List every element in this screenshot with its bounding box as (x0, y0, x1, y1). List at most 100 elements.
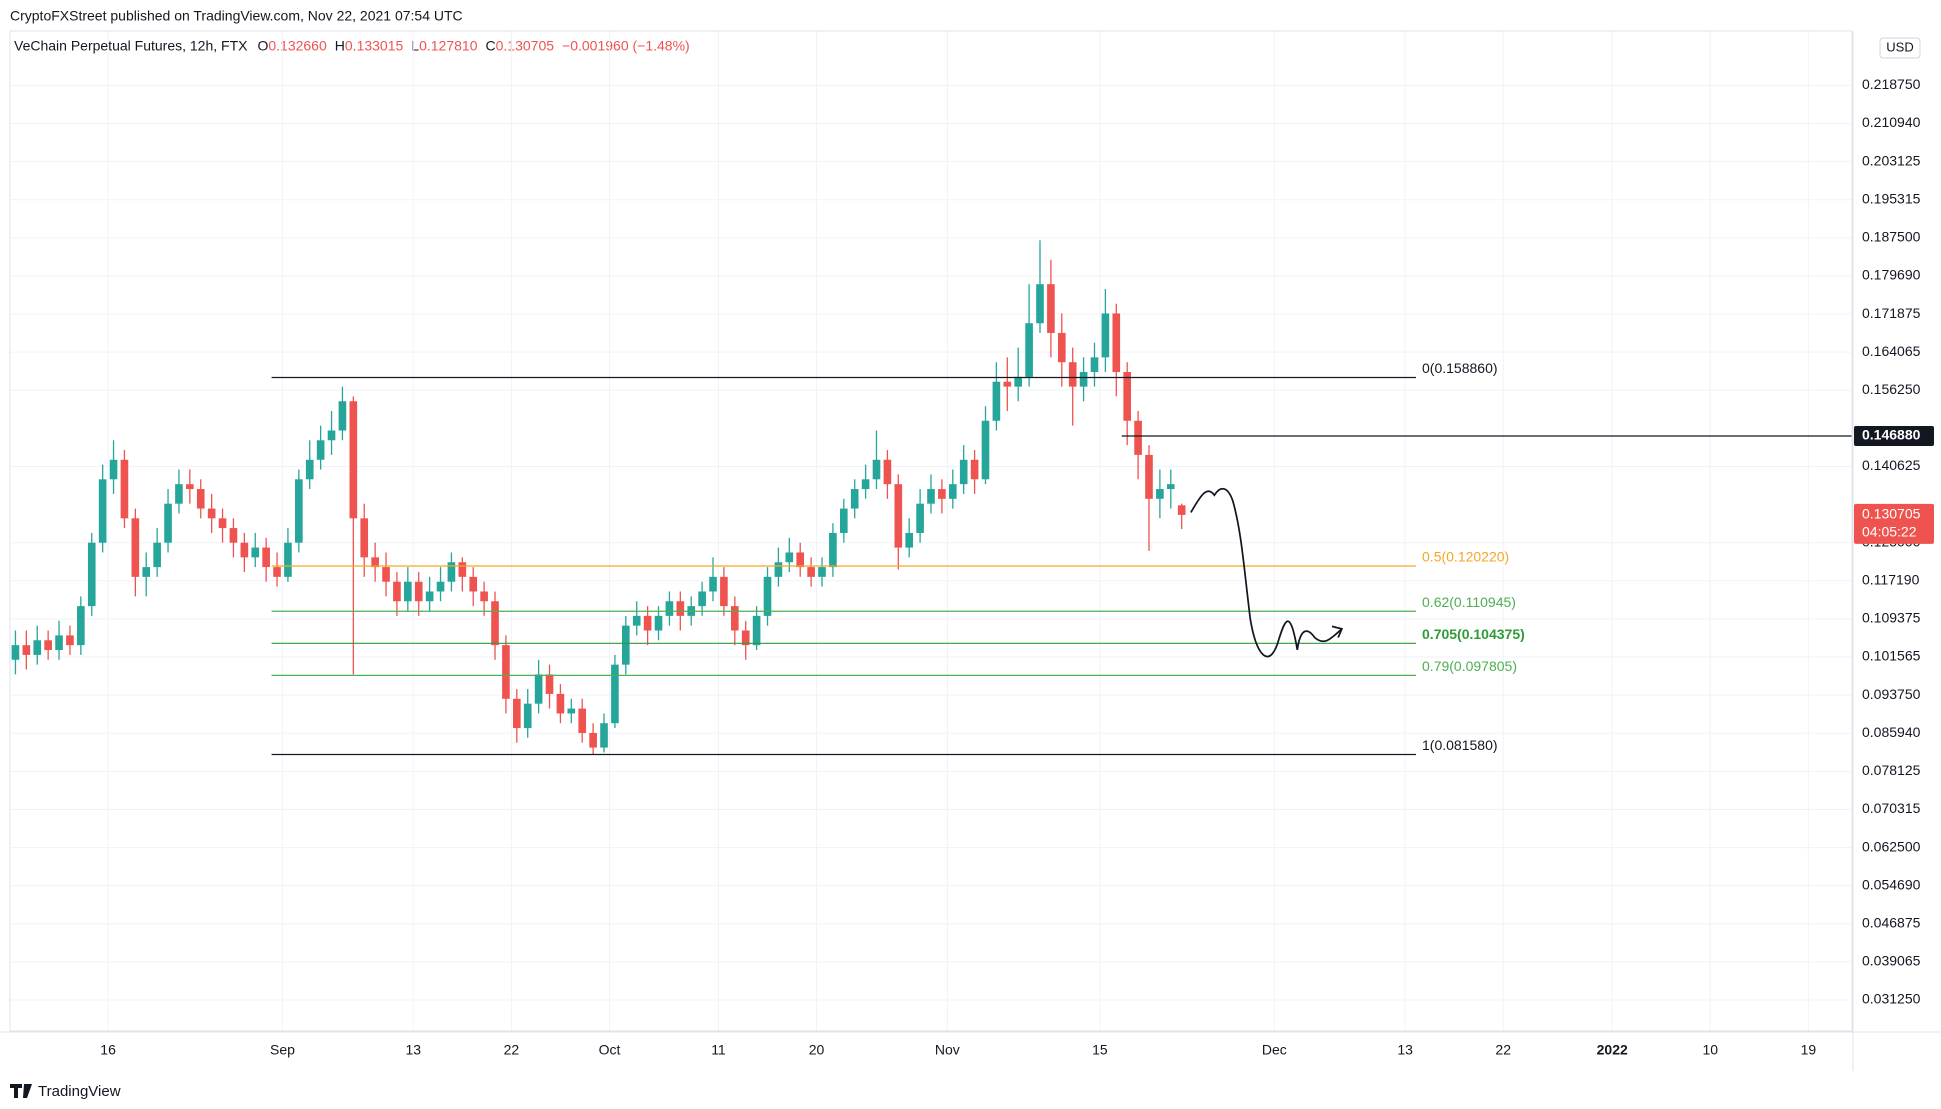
candle-body (338, 401, 347, 431)
candle-body (611, 664, 619, 724)
x-tick-label: Oct (599, 1042, 621, 1058)
candle-body (1079, 371, 1088, 387)
x-tick-label: Dec (1262, 1042, 1287, 1058)
candle-body (513, 698, 521, 729)
candle-body (1177, 505, 1186, 515)
y-tick-label: 0.140625 (1862, 457, 1921, 473)
candle-body (142, 567, 151, 577)
candle-body (665, 601, 674, 616)
y-tick-label: 0.101565 (1862, 648, 1921, 664)
candle-body (676, 601, 685, 616)
candle-body (916, 503, 924, 533)
candle-body (1123, 371, 1132, 421)
candle-body (622, 625, 630, 665)
candle-body (992, 381, 1001, 421)
projection-arrow (1331, 625, 1344, 638)
candle-body (33, 640, 42, 655)
candle-body (1156, 489, 1164, 499)
candle-body (382, 567, 390, 582)
candle-body (774, 562, 783, 577)
legend-title: VeChain Perpetual Futures, 12h, FTX (14, 38, 248, 54)
candle-body (186, 484, 194, 490)
y-tick-label: 0.179690 (1862, 267, 1921, 283)
candle-body (414, 581, 423, 602)
candle-body (567, 708, 576, 714)
candle-body (458, 562, 467, 577)
candle-body (131, 518, 140, 577)
candle-body (523, 703, 532, 729)
candle-body (284, 542, 292, 577)
overlay: 0(0.158860) 0.5(0.120220) 0.62(0.110945) 0.… (271, 360, 1852, 756)
candle-body (1112, 313, 1121, 372)
candle-body (534, 674, 543, 704)
candle-body (839, 508, 848, 533)
projection (1190, 487, 1344, 658)
plot-border (9, 30, 1853, 1032)
candle-body (240, 542, 249, 558)
x-tick-label: Sep (270, 1042, 295, 1058)
candle-body (632, 615, 641, 626)
candle-body (87, 542, 96, 607)
candle-body (981, 420, 990, 480)
candle-body (502, 645, 510, 699)
candle-body (578, 708, 587, 733)
fib-label: 0.5(0.120220) (1422, 549, 1509, 565)
y-tick-label: 0.070315 (1862, 800, 1921, 816)
candle-body (316, 440, 325, 460)
candle-body (698, 591, 706, 607)
legend-value: 0.130705 (496, 38, 555, 54)
candle-body (98, 479, 107, 543)
x-tick-label: 22 (504, 1042, 520, 1058)
candle-body (480, 591, 488, 602)
candle-body (1003, 381, 1012, 387)
x-tick-label: 13 (1397, 1042, 1413, 1058)
candle-body (796, 552, 805, 568)
candle-body (120, 459, 129, 519)
candle-body (861, 479, 870, 490)
currency: USD (1886, 39, 1913, 54)
candle-body (164, 503, 172, 543)
candle-body (404, 581, 412, 602)
candle-body (77, 606, 85, 646)
candle-body (153, 542, 161, 568)
candle-body (1166, 484, 1175, 490)
candle-body (1057, 332, 1066, 363)
legend-value: 0.127810 (419, 38, 478, 54)
candle-body (425, 591, 434, 602)
footer-text: TradingView (38, 1083, 121, 1100)
candle-body (251, 547, 260, 558)
y-tick-label: 0.031250 (1862, 991, 1921, 1007)
legend: VeChain Perpetual Futures, 12h, FTX O 0.13… (14, 38, 690, 54)
candle-body (948, 484, 957, 499)
countdown: 04:05:22 (1862, 524, 1917, 540)
candle-body (327, 430, 336, 441)
x-tick-label: 16 (100, 1042, 116, 1058)
candle-body (305, 459, 314, 480)
grid (10, 31, 1852, 1031)
candle-body (175, 484, 183, 504)
candle-body (807, 567, 815, 577)
x-tick-label: 15 (1092, 1042, 1108, 1058)
candle-body (22, 645, 31, 655)
y-tick-label: 0.085940 (1862, 724, 1921, 740)
candle-body (109, 459, 118, 480)
x-tick-label: 10 (1703, 1042, 1719, 1058)
legend-key: O (257, 38, 268, 54)
candle-body (872, 459, 881, 480)
candle-body (1068, 362, 1077, 387)
candle-body (959, 459, 968, 485)
y-tick-label: 0.039065 (1862, 953, 1921, 969)
candle-body (1145, 454, 1153, 499)
candle-body (1047, 284, 1055, 333)
candle-body (818, 567, 826, 577)
y-tick-label: 0.210940 (1862, 114, 1921, 130)
x-tick-label: 22 (1495, 1042, 1511, 1058)
candle-body (600, 723, 608, 748)
header: CryptoFXStreet published on TradingView.… (10, 8, 463, 24)
candle-body (1036, 284, 1044, 324)
candle-body (643, 615, 652, 631)
candle-body (829, 532, 837, 568)
candle-body (545, 674, 554, 694)
candle-body (349, 401, 358, 519)
